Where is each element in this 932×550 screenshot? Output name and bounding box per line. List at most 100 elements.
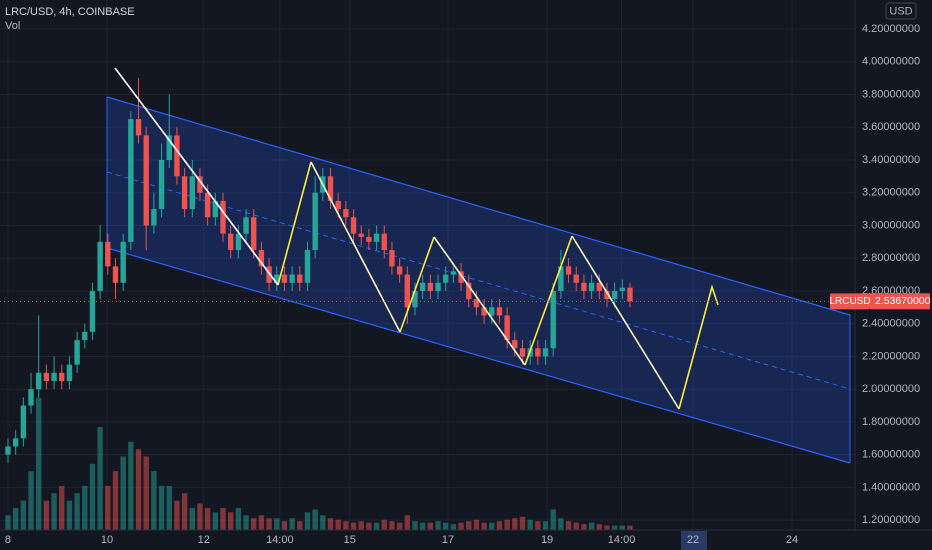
candle-body (327, 176, 334, 201)
candle-body (312, 192, 318, 251)
candle-body (396, 266, 403, 275)
volume-bar (112, 471, 119, 530)
y-tick-label: 2.00000000 (862, 383, 920, 395)
y-tick-label: 2.80000000 (862, 252, 920, 264)
currency-box[interactable] (885, 2, 917, 20)
candle-body (235, 233, 242, 251)
candle-body (588, 282, 595, 291)
candle-body (596, 282, 602, 291)
y-tick-label: 3.20000000 (862, 187, 920, 199)
candle-body (220, 200, 226, 234)
candle-body (558, 266, 564, 291)
zigzag-drawing (114, 67, 719, 410)
symbol-tag (830, 293, 870, 310)
candle-body (151, 209, 157, 226)
volume-pane (5, 397, 633, 530)
candle-body (281, 274, 288, 283)
candles (5, 78, 633, 463)
candle-body (350, 217, 357, 234)
candle-body (243, 217, 249, 234)
volume-bar (458, 522, 464, 530)
y-tick-label: 3.80000000 (862, 88, 920, 100)
volume-bar (189, 507, 195, 530)
candle-body (289, 274, 295, 283)
volume-bar (358, 521, 364, 530)
y-tick-label: 1.40000000 (862, 481, 920, 493)
candle-body (89, 290, 96, 332)
volume-bar (373, 522, 380, 530)
y-tick-label: 3.40000000 (862, 154, 920, 166)
y-tick-label: 1.80000000 (862, 416, 920, 428)
candle-body (450, 271, 457, 275)
candle-body (120, 241, 126, 283)
volume-bar (158, 485, 165, 530)
volume-bar (43, 500, 50, 530)
candle-body (166, 135, 172, 160)
candle-body (611, 290, 618, 300)
candle-body (519, 348, 526, 357)
volume-bar (327, 518, 334, 530)
volume-bar (596, 524, 602, 530)
volume-bar (396, 522, 403, 530)
volume-bar (28, 471, 34, 530)
volume-bar (151, 471, 157, 530)
volume-bar (381, 519, 387, 530)
volume-bar (435, 521, 441, 530)
candle-body (619, 287, 626, 291)
candle-body (512, 340, 518, 349)
candle-body (189, 176, 195, 210)
x-tick-label: 8 (5, 534, 11, 546)
y-tick-label: 1.20000000 (862, 514, 920, 526)
volume-bar (243, 515, 249, 530)
candle-body (604, 290, 610, 300)
candle-body (297, 274, 303, 283)
candle-body (443, 274, 449, 283)
volume-bar (427, 522, 434, 530)
volume-bar (466, 521, 472, 530)
candle-body (389, 250, 395, 267)
x-tick-label: 19 (541, 534, 553, 546)
volume-bar (343, 521, 349, 530)
volume-bar (581, 524, 587, 530)
candle-body (266, 266, 272, 283)
volume-bar (59, 485, 65, 530)
y-tick-label: 3.00000000 (862, 219, 920, 231)
channel-fill (107, 97, 850, 463)
y-tick-label: 3.60000000 (862, 121, 920, 133)
volume-bar (74, 493, 80, 530)
volume-bar (550, 509, 556, 530)
candle-body (5, 446, 11, 455)
zigzag-leg (310, 161, 401, 333)
volume-bar (20, 500, 27, 530)
candle-body (481, 307, 487, 316)
volume-bar (166, 485, 172, 530)
candle-body (412, 290, 418, 308)
price-axis-bg (855, 0, 932, 550)
volume-bar (120, 456, 126, 530)
time-axis: 8 10 12 14:00 15 17 19 14:00 22 24 (5, 534, 798, 546)
candle-body (12, 438, 19, 447)
candle-body (128, 119, 134, 242)
candle-body (565, 266, 572, 275)
candle-body (404, 274, 410, 308)
channel-drawing (106, 96, 851, 464)
volume-bar (335, 519, 341, 530)
volume-bar (143, 456, 149, 530)
price-tag-box (870, 293, 930, 310)
volume-bar (89, 463, 96, 530)
volume-bar (304, 512, 311, 530)
volume-bar (450, 524, 457, 530)
volume-bar (604, 525, 610, 530)
x-tick-label: 15 (344, 534, 356, 546)
zigzag-leg (571, 235, 680, 410)
candle-body (550, 290, 556, 349)
volume-bar (36, 397, 42, 530)
zigzag-leg (524, 235, 573, 366)
price-tag: LRCUSD 2.53670000 (829, 293, 931, 310)
channel-top (106, 96, 851, 316)
volume-bar (627, 525, 633, 530)
candle-body (258, 250, 265, 267)
